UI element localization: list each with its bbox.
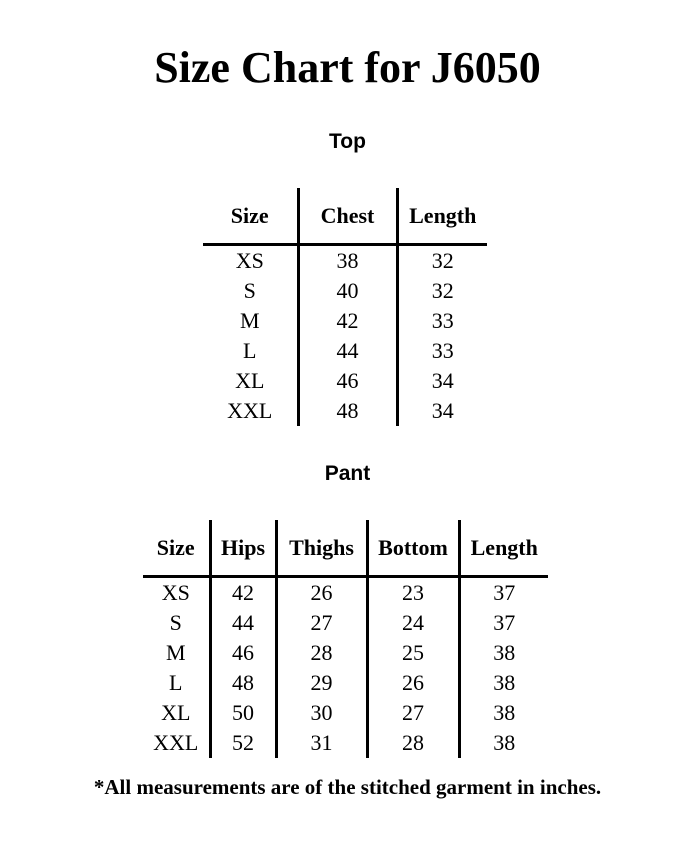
table-cell: 33 xyxy=(395,306,487,336)
pant-heading: Pant xyxy=(324,462,371,485)
table-cell: 34 xyxy=(395,366,487,396)
table-cell: 26 xyxy=(365,668,459,698)
table-row: M 46 28 25 38 xyxy=(143,638,548,668)
table-cell: XXL xyxy=(153,730,199,755)
table-cell: 37 xyxy=(457,608,548,638)
table-row: S 44 27 24 37 xyxy=(143,608,548,638)
table-cell: 40 xyxy=(296,276,397,306)
table-row: XS 42 26 23 37 xyxy=(143,576,548,608)
table-row: S 40 32 xyxy=(203,276,487,306)
table-row: XXL 52 31 28 38 xyxy=(143,728,548,758)
table-cell: 27 xyxy=(274,608,367,638)
table-row: L 48 29 26 38 xyxy=(143,668,548,698)
column-header: Chest xyxy=(296,188,397,245)
table-cell: 38 xyxy=(457,638,548,668)
table-cell: M xyxy=(239,308,260,333)
pant-size-table: Size Hips Thighs Bottom Length XS 42 26 23 37 S 44 2… xyxy=(143,520,548,758)
header-row: Size Chest Length xyxy=(203,188,487,245)
column-header: Size xyxy=(230,202,269,228)
table-cell: 38 xyxy=(457,698,548,728)
top-size-table: Size Chest Length XS 38 32 S 40 32 M 42 33 L 44 33 XL 46… xyxy=(203,188,487,426)
column-header: Size xyxy=(156,534,195,560)
header-row: Size Hips Thighs Bottom Length xyxy=(143,520,548,577)
table-cell: 38 xyxy=(457,728,548,758)
top-heading: Top xyxy=(329,130,366,153)
table-row: XXL 48 34 xyxy=(203,396,487,426)
table-cell: XS xyxy=(235,248,264,273)
table-cell: 28 xyxy=(365,728,459,758)
table-cell: 42 xyxy=(208,576,276,608)
table-cell: 42 xyxy=(296,306,397,336)
table-cell: 46 xyxy=(208,638,276,668)
table-cell: XL xyxy=(235,368,265,393)
table-cell: 34 xyxy=(395,396,487,426)
table-cell: 38 xyxy=(457,668,548,698)
table-cell: 27 xyxy=(365,698,459,728)
table-row: L 44 33 xyxy=(203,336,487,366)
table-row: M 42 33 xyxy=(203,306,487,336)
table-cell: S xyxy=(169,610,182,635)
table-cell: 30 xyxy=(274,698,367,728)
table-cell: 44 xyxy=(208,608,276,638)
table-cell: 52 xyxy=(208,728,276,758)
table-cell: 48 xyxy=(296,396,397,426)
table-row: XL 50 30 27 38 xyxy=(143,698,548,728)
table-cell: 50 xyxy=(208,698,276,728)
table-row: XL 46 34 xyxy=(203,366,487,396)
table-cell: XXL xyxy=(227,398,273,423)
column-header: Hips xyxy=(208,520,276,577)
column-header: Length xyxy=(457,520,548,577)
table-cell: 29 xyxy=(274,668,367,698)
table-cell: 32 xyxy=(395,244,487,276)
column-header: Length xyxy=(395,188,487,245)
table-cell: 46 xyxy=(296,366,397,396)
table-cell: S xyxy=(243,278,256,303)
table-cell: XL xyxy=(161,700,191,725)
table-cell: 24 xyxy=(365,608,459,638)
table-cell: 25 xyxy=(365,638,459,668)
table-cell: 44 xyxy=(296,336,397,366)
page-title: Size Chart for J6050 xyxy=(154,43,541,92)
table-cell: L xyxy=(169,670,183,695)
table-cell: 33 xyxy=(395,336,487,366)
table-cell: M xyxy=(165,640,186,665)
table-cell: 28 xyxy=(274,638,367,668)
column-header: Thighs xyxy=(274,520,367,577)
table-cell: 32 xyxy=(395,276,487,306)
column-header: Bottom xyxy=(365,520,459,577)
table-cell: L xyxy=(243,338,257,363)
table-cell: 26 xyxy=(274,576,367,608)
table-row: XS 38 32 xyxy=(203,244,487,276)
table-cell: 48 xyxy=(208,668,276,698)
table-cell: 23 xyxy=(365,576,459,608)
table-cell: 31 xyxy=(274,728,367,758)
table-cell: 37 xyxy=(457,576,548,608)
table-cell: 38 xyxy=(296,244,397,276)
table-cell: XS xyxy=(161,580,190,605)
footnote: *All measurements are of the stitched ga… xyxy=(93,775,602,799)
